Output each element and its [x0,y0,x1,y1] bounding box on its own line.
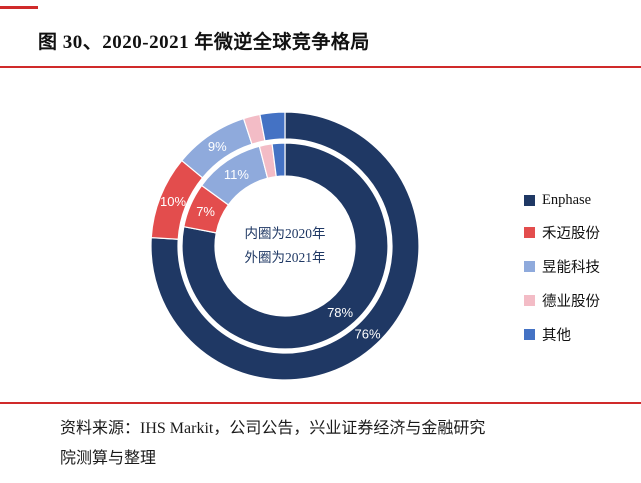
legend-label: Enphase [542,192,592,208]
legend-item-others: 其他 [524,324,634,345]
slice-percent-label: 76% [354,326,380,341]
legend-item-enphase: Enphase [524,192,634,209]
figure-title: 图 30、2020-2021 年微逆全球竞争格局 [38,32,370,53]
slice-percent-label: 11% [224,167,249,182]
donut-chart: 78% 7% 11% 76% 10% 9% [150,111,420,381]
slice-percent-label: 9% [208,139,227,154]
chart-legend: Enphase 禾迈股份 昱能科技 德业股份 其他 [524,192,634,358]
chart-center-note-line1: 内圈为2020年 [244,226,326,241]
source-text-line1: 资料来源：IHS Markit，公司公告，兴业证券经济与金融研究 [60,420,486,437]
legend-swatch [524,261,535,272]
chart-center-note-line2: 外圈为2021年 [244,250,326,265]
slice-percent-label: 7% [196,204,215,219]
title-divider-line [0,66,641,68]
legend-swatch [524,227,535,238]
bottom-divider-line [0,402,641,404]
chart-area: 78% 7% 11% 76% 10% 9% [95,100,475,400]
legend-item-deye: 德业股份 [524,290,634,311]
legend-label: 其他 [542,328,571,344]
legend-label: 德业股份 [542,294,600,310]
legend-item-yuneng: 昱能科技 [524,256,634,277]
top-corner-accent-line [0,6,38,9]
legend-item-hemai: 禾迈股份 [524,222,634,243]
donut-slice-2021-0 [150,111,420,381]
donut-slice-2020-4 [271,142,286,178]
donut-slice-2021-4 [259,111,286,142]
legend-swatch [524,295,535,306]
donut-slice-2020-0 [181,142,389,350]
legend-label: 禾迈股份 [542,226,600,242]
slice-percent-label: 10% [160,194,186,209]
source-text-line2: 院测算与整理 [60,450,157,467]
legend-swatch [524,195,535,206]
slice-percent-label: 78% [327,305,353,320]
legend-swatch [524,329,535,340]
legend-label: 昱能科技 [542,260,600,276]
